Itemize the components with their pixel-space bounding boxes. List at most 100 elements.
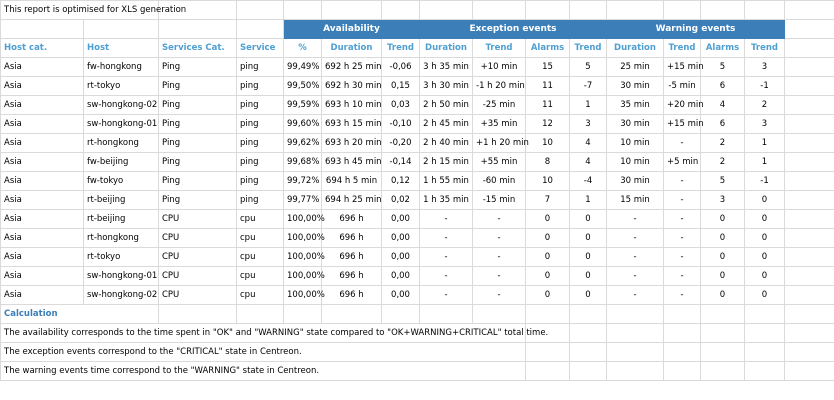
data-cell: 1 h 35 min <box>419 190 473 210</box>
data-cell: 0 <box>525 209 570 229</box>
empty-cell <box>700 304 745 324</box>
data-cell: 100,00% <box>283 285 325 305</box>
data-cell: Ping <box>158 152 237 172</box>
data-cell: 2 h 40 min <box>419 133 473 153</box>
data-cell: 696 h <box>321 209 382 229</box>
data-cell: - <box>606 209 664 229</box>
data-cell: - <box>472 247 526 267</box>
data-cell: - <box>419 266 473 286</box>
empty-cell <box>663 0 701 20</box>
data-cell: sw-hongkong-02 <box>83 95 159 115</box>
row: Host cat. Host Services Cat. Service% Durati… <box>0 38 834 58</box>
data-cell: 6 <box>700 76 745 96</box>
data-cell: 5 <box>700 57 745 77</box>
data-cell: - <box>606 247 664 267</box>
data-cell: 0,15 <box>381 76 420 96</box>
empty-cell <box>744 323 785 343</box>
data-cell: - <box>663 247 701 267</box>
data-cell: sw-hongkong-02 <box>83 285 159 305</box>
empty-cell <box>744 0 785 20</box>
data-cell: -15 min <box>472 190 526 210</box>
data-cell: 2 h 15 min <box>419 152 473 172</box>
data-cell: -60 min <box>472 171 526 191</box>
data-cell: 0,00 <box>381 285 420 305</box>
data-cell: 3 h 30 min <box>419 76 473 96</box>
data-cell: Ping <box>158 171 237 191</box>
data-cell: fw-beijing <box>83 152 159 172</box>
data-cell: Asia <box>0 152 84 172</box>
data-cell: - <box>419 285 473 305</box>
data-cell: 693 h 20 min <box>321 133 382 153</box>
empty-cell <box>784 361 834 381</box>
data-cell: +15 min <box>663 114 704 134</box>
row: Asia sw-hongkong-01 CPU cpu 100,00% 696 h 0,00… <box>0 266 834 286</box>
data-cell: 7 <box>525 190 570 210</box>
data-cell: - <box>472 266 526 286</box>
data-cell: CPU <box>158 285 237 305</box>
empty-cell <box>419 0 473 20</box>
data-cell: Asia <box>0 133 84 153</box>
data-cell: 3 <box>744 57 785 77</box>
data-cell: - <box>663 171 701 191</box>
data-cell: Asia <box>0 57 84 77</box>
data-cell: Asia <box>0 190 84 210</box>
empty-cell <box>569 0 607 20</box>
empty-cell <box>784 95 834 115</box>
data-cell: -0,10 <box>381 114 420 134</box>
empty-cell <box>784 247 834 267</box>
empty-cell <box>700 323 745 343</box>
empty-cell <box>784 57 834 77</box>
calculation-title: Calculation <box>0 304 159 324</box>
data-cell: ping <box>236 114 284 134</box>
empty-cell <box>784 38 834 58</box>
data-cell: 100,00% <box>283 266 325 286</box>
data-cell: - <box>419 209 473 229</box>
data-cell: rt-beijing <box>83 209 159 229</box>
data-cell: ping <box>236 152 284 172</box>
data-cell: 100,00% <box>283 209 325 229</box>
data-cell: 0,02 <box>381 190 420 210</box>
data-cell: 0 <box>744 209 785 229</box>
data-cell: ping <box>236 133 284 153</box>
data-cell: 4 <box>700 95 745 115</box>
data-cell: cpu <box>236 209 284 229</box>
data-cell: 696 h <box>321 266 382 286</box>
data-cell: -7 <box>569 76 607 96</box>
data-cell: ping <box>236 57 284 77</box>
data-cell: 99,62% <box>283 133 322 153</box>
data-cell: 0 <box>744 190 785 210</box>
data-cell: cpu <box>236 266 284 286</box>
column-header: Trend <box>569 38 607 58</box>
data-cell: - <box>472 285 526 305</box>
data-cell: +10 min <box>472 57 526 77</box>
empty-cell <box>784 152 834 172</box>
data-cell: CPU <box>158 209 237 229</box>
data-cell: CPU <box>158 247 237 267</box>
data-cell: rt-beijing <box>83 190 159 210</box>
data-cell: 1 <box>569 190 607 210</box>
data-cell: 2 <box>700 133 745 153</box>
empty-cell <box>472 0 526 20</box>
data-cell: +15 min <box>663 57 704 77</box>
empty-cell <box>419 304 473 324</box>
data-cell: Asia <box>0 171 84 191</box>
calculation-line: The availability corresponds to the time… <box>0 323 548 343</box>
data-cell: -0,20 <box>381 133 420 153</box>
empty-cell <box>606 342 664 362</box>
data-cell: - <box>663 190 701 210</box>
data-cell: 693 h 45 min <box>321 152 382 172</box>
row: Asia sw-hongkong-01 Ping ping 99,60% 693 h 15… <box>0 114 834 134</box>
empty-cell <box>784 190 834 210</box>
data-cell: cpu <box>236 285 284 305</box>
data-cell: 5 <box>700 171 745 191</box>
row: Asia sw-hongkong-02 CPU cpu 100,00% 696 h 0,00… <box>0 285 834 305</box>
data-cell: 10 <box>525 171 570 191</box>
data-cell: 0 <box>744 285 785 305</box>
data-cell: 0 <box>700 266 745 286</box>
data-cell: -4 <box>569 171 607 191</box>
data-cell: 30 min <box>606 76 664 96</box>
data-cell: rt-hongkong <box>83 228 159 248</box>
data-cell: Ping <box>158 114 237 134</box>
data-cell: 30 min <box>606 171 664 191</box>
empty-cell <box>158 304 237 324</box>
